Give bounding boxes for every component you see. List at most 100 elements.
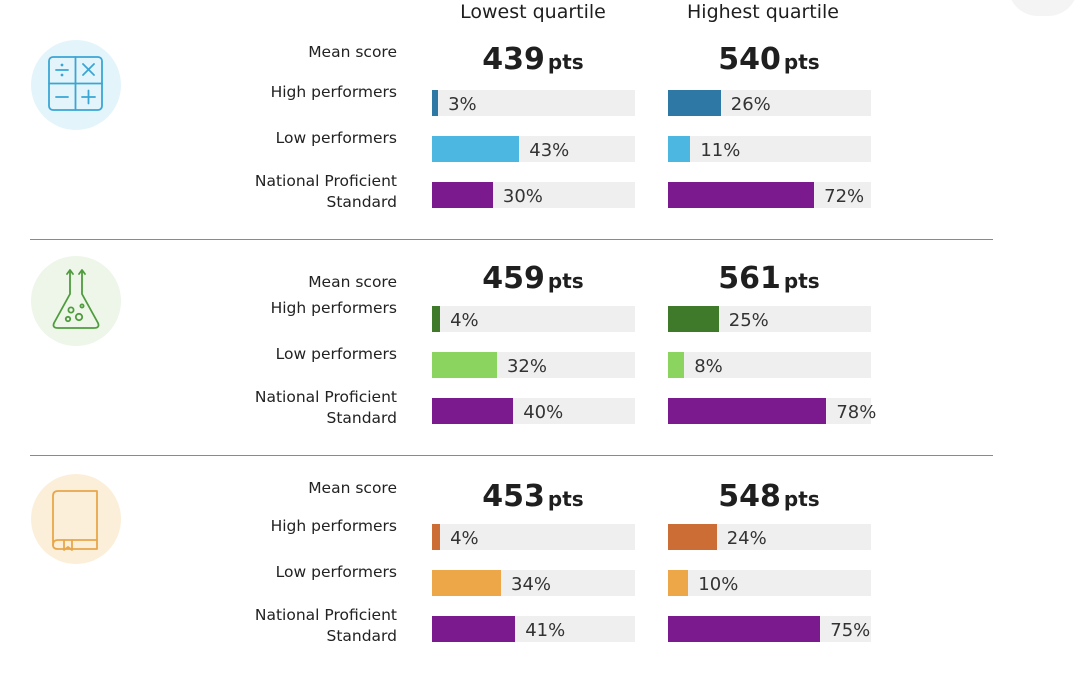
bar-high-high — [668, 90, 721, 116]
bar-track: 34% — [432, 570, 635, 596]
mean-score-value: 459 pts — [432, 260, 634, 300]
row-label-low-performers: Low performers — [275, 563, 397, 581]
subject-icon-circle — [31, 256, 121, 346]
bar-value-label: 25% — [728, 310, 769, 331]
row-label-line: Standard — [326, 409, 397, 427]
subject-section: Mean score High performers Low performers N… — [0, 0, 1080, 216]
bar-track: 75% — [668, 616, 871, 642]
row-label-high-performers: High performers — [270, 83, 397, 101]
bar-low-high — [668, 136, 691, 162]
bar-track: 24% — [668, 524, 871, 550]
row-label-national-proficient-standard: National Proficient Standard — [212, 171, 397, 213]
bar-nps-low — [432, 616, 516, 642]
bar-low-low — [432, 136, 520, 162]
bar-track: 30% — [432, 182, 635, 208]
subject-icon-circle — [31, 40, 121, 130]
row-label-mean-score: Mean score — [308, 43, 397, 61]
mean-score-unit: pts — [547, 50, 584, 74]
bar-high-low — [432, 524, 441, 550]
column-header-highest-quartile: Highest quartile — [687, 1, 839, 23]
bar-nps-low — [432, 398, 514, 424]
mean-score-unit: pts — [547, 487, 584, 511]
row-label-line: Standard — [326, 193, 397, 211]
section-divider — [30, 239, 993, 240]
mean-score-value: 453 pts — [432, 478, 634, 518]
row-label-low-performers: Low performers — [275, 129, 397, 147]
row-label-line: Standard — [326, 627, 397, 645]
bar-value-label: 4% — [450, 528, 479, 549]
bar-value-label: 72% — [824, 186, 865, 207]
mean-score-unit: pts — [783, 269, 820, 293]
bar-low-high — [668, 570, 689, 596]
mean-score-value: 439 pts — [432, 41, 634, 81]
bar-track: 4% — [432, 524, 635, 550]
bar-track: 41% — [432, 616, 635, 642]
subject-section: Mean score High performers Low performers N… — [0, 434, 1080, 650]
mean-score-unit: pts — [783, 487, 820, 511]
bar-nps-high — [668, 616, 821, 642]
bar-high-low — [432, 306, 441, 332]
bar-value-label: 10% — [698, 574, 739, 595]
bar-track: 3% — [432, 90, 635, 116]
bar-value-label: 3% — [448, 94, 477, 115]
row-label-line: National Proficient — [254, 388, 397, 406]
bar-track: 4% — [432, 306, 635, 332]
bar-value-label: 78% — [836, 402, 877, 423]
mean-score-unit: pts — [547, 269, 584, 293]
bar-high-high — [668, 524, 717, 550]
bar-value-label: 75% — [830, 620, 871, 641]
bar-track: 8% — [668, 352, 871, 378]
bar-value-label: 8% — [694, 356, 723, 377]
mean-score-unit: pts — [783, 50, 820, 74]
column-header-lowest-quartile: Lowest quartile — [460, 1, 606, 23]
bar-track: 10% — [668, 570, 871, 596]
bar-high-low — [432, 90, 439, 116]
bar-value-label: 4% — [450, 310, 479, 331]
bar-value-label: 41% — [525, 620, 566, 641]
bar-track: 26% — [668, 90, 871, 116]
section-divider — [30, 455, 993, 456]
row-label-line: National Proficient — [254, 172, 397, 190]
row-label-national-proficient-standard: National Proficient Standard — [212, 387, 397, 429]
mean-score-number: 548 — [718, 479, 781, 514]
bar-value-label: 32% — [506, 356, 547, 377]
bar-track: 11% — [668, 136, 871, 162]
bar-low-low — [432, 570, 502, 596]
bar-value-label: 40% — [523, 402, 564, 423]
mean-score-number: 561 — [718, 261, 781, 296]
row-label-mean-score: Mean score — [308, 273, 397, 291]
mean-score-number: 540 — [718, 42, 781, 77]
bar-low-low — [432, 352, 497, 378]
bar-track: 40% — [432, 398, 635, 424]
bar-high-high — [668, 306, 719, 332]
bar-nps-high — [668, 398, 827, 424]
mean-score-number: 439 — [482, 42, 545, 77]
bar-value-label: 11% — [700, 140, 741, 161]
row-label-high-performers: High performers — [270, 517, 397, 535]
bar-nps-high — [668, 182, 815, 208]
bar-value-label: 34% — [511, 574, 552, 595]
row-label-line: National Proficient — [254, 606, 397, 624]
mean-score-value: 540 pts — [668, 41, 870, 81]
bar-value-label: 26% — [730, 94, 771, 115]
row-label-national-proficient-standard: National Proficient Standard — [212, 605, 397, 647]
bar-low-high — [668, 352, 685, 378]
bar-track: 78% — [668, 398, 876, 424]
row-label-high-performers: High performers — [270, 299, 397, 317]
mean-score-number: 453 — [482, 479, 545, 514]
bar-track: 25% — [668, 306, 871, 332]
mean-score-value: 548 pts — [668, 478, 870, 518]
row-label-mean-score: Mean score — [308, 479, 397, 497]
row-label-low-performers: Low performers — [275, 345, 397, 363]
subject-section: Mean score High performers Low performers N… — [0, 216, 1080, 432]
subject-icon-circle — [31, 474, 121, 564]
bar-value-label: 43% — [529, 140, 570, 161]
bar-track: 72% — [668, 182, 871, 208]
corner-decoration — [1008, 0, 1078, 16]
mean-score-number: 459 — [482, 261, 545, 296]
bar-value-label: 30% — [502, 186, 543, 207]
bar-track: 43% — [432, 136, 635, 162]
mean-score-value: 561 pts — [668, 260, 870, 300]
bar-track: 32% — [432, 352, 635, 378]
bar-nps-low — [432, 182, 493, 208]
